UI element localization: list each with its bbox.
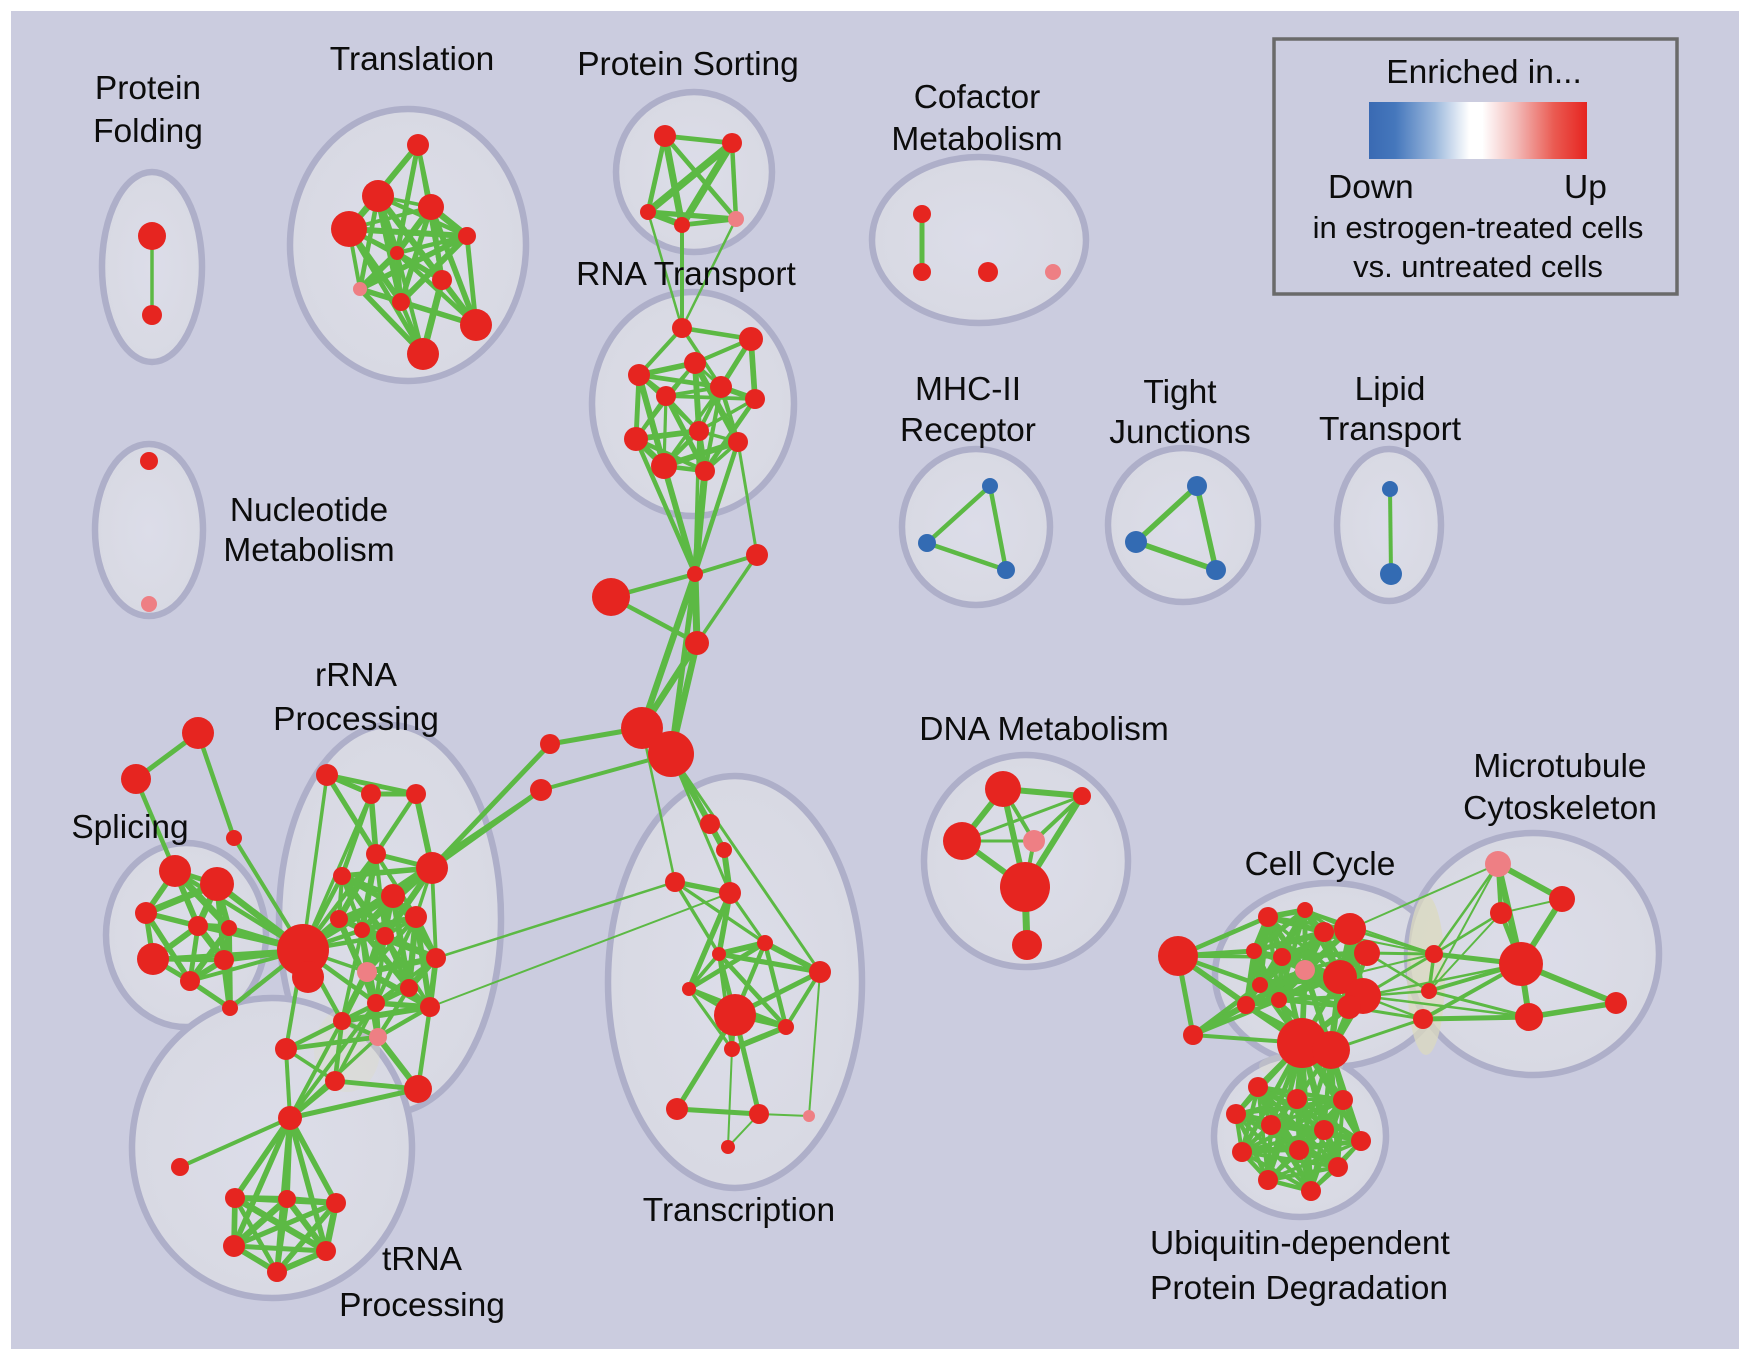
svg-text:Cofactor: Cofactor	[914, 79, 1041, 116]
svg-text:Enriched in...: Enriched in...	[1386, 54, 1582, 91]
svg-text:Protein Degradation: Protein Degradation	[1150, 1270, 1448, 1307]
svg-text:in estrogen-treated cells: in estrogen-treated cells	[1313, 210, 1644, 245]
svg-text:Nucleotide: Nucleotide	[230, 492, 388, 529]
svg-text:tRNA: tRNA	[382, 1241, 463, 1278]
svg-text:Processing: Processing	[339, 1287, 505, 1324]
svg-text:Splicing: Splicing	[71, 809, 188, 846]
svg-text:Translation: Translation	[330, 41, 494, 78]
svg-text:RNA Transport: RNA Transport	[576, 256, 796, 293]
svg-text:Lipid: Lipid	[1355, 371, 1426, 408]
svg-text:Transport: Transport	[1319, 411, 1462, 448]
svg-text:Receptor: Receptor	[900, 412, 1036, 449]
svg-text:DNA Metabolism: DNA Metabolism	[919, 711, 1168, 748]
svg-text:vs. untreated cells: vs. untreated cells	[1353, 249, 1603, 284]
svg-text:Cell Cycle: Cell Cycle	[1245, 846, 1396, 883]
svg-text:Down: Down	[1328, 169, 1414, 206]
svg-text:Transcription: Transcription	[643, 1192, 835, 1229]
svg-text:Folding: Folding	[93, 113, 203, 150]
svg-text:Tight: Tight	[1143, 374, 1217, 411]
svg-text:Cytoskeleton: Cytoskeleton	[1463, 790, 1657, 827]
svg-text:rRNA: rRNA	[315, 657, 398, 694]
svg-text:Metabolism: Metabolism	[223, 532, 394, 569]
svg-text:Protein: Protein	[95, 70, 201, 107]
svg-text:Microtubule: Microtubule	[1473, 748, 1646, 785]
svg-text:Protein Sorting: Protein Sorting	[577, 46, 799, 83]
svg-text:Ubiquitin-dependent: Ubiquitin-dependent	[1150, 1225, 1451, 1262]
svg-text:Processing: Processing	[273, 701, 439, 738]
svg-text:Up: Up	[1564, 169, 1607, 206]
svg-text:Metabolism: Metabolism	[891, 121, 1062, 158]
svg-text:Junctions: Junctions	[1109, 414, 1251, 451]
svg-text:MHC-II: MHC-II	[915, 371, 1021, 408]
